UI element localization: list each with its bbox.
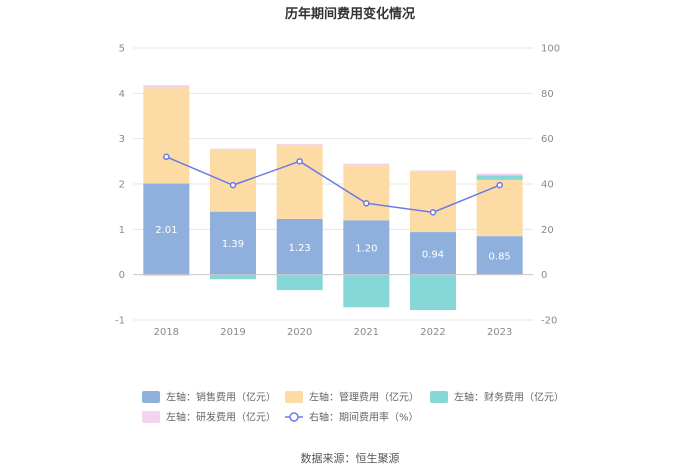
legend-label: 左轴：管理费用（亿元） [309, 391, 419, 404]
left-tick-label: 2 [119, 180, 125, 191]
left-tick-label: 1 [119, 225, 125, 236]
bar-segment [343, 220, 390, 275]
bar-segment [143, 85, 190, 87]
right-tick-label: 0 [541, 270, 547, 281]
bar-segment [476, 236, 523, 275]
bar-value-label: 0.85 [489, 251, 511, 262]
bar-segment [343, 163, 390, 165]
right-tick-label: 100 [541, 44, 560, 55]
x-tick-label: 2023 [487, 327, 512, 338]
bar-segment [410, 232, 456, 275]
bar-segment [410, 170, 456, 172]
right-tick-label: 60 [541, 134, 554, 145]
x-tick-label: 2021 [354, 327, 379, 338]
left-tick-label: 3 [119, 134, 125, 145]
line-path [166, 156, 500, 214]
bar-value-label: 1.23 [289, 243, 311, 254]
line-point [296, 158, 303, 165]
line-point [229, 181, 237, 189]
bar-segment [343, 274, 390, 308]
bar-value-label: 0.94 [422, 249, 444, 260]
legend-swatch [430, 391, 448, 403]
x-tick-label: 2018 [154, 327, 179, 338]
grid [133, 47, 533, 321]
right-tick-label: 80 [541, 89, 554, 100]
x-tick-label: 2020 [287, 327, 312, 338]
chart-title: 历年期间费用变化情况 [285, 6, 415, 22]
legend-line-marker [289, 412, 299, 422]
left-tick-label: 4 [119, 89, 125, 100]
bar-segment [476, 179, 523, 237]
bar-segment [276, 144, 323, 146]
bar-segment [210, 211, 256, 275]
legend-swatch [142, 391, 160, 403]
line-point [429, 209, 437, 216]
source-note: 数据来源：恒生聚源 [301, 451, 400, 465]
bars [143, 85, 523, 311]
line-point [363, 200, 370, 207]
right-axis: -20 0 20 40 60 80 100 [541, 44, 560, 327]
x-tick-label: 2019 [220, 327, 245, 338]
bar-labels: 2.01 1.39 1.23 1.20 0.94 0.85 [155, 225, 511, 262]
bar-segment [210, 148, 256, 150]
bar-segment [143, 86, 190, 184]
bar-value-label: 1.20 [355, 243, 377, 254]
right-tick-label: 20 [541, 225, 554, 236]
line-series [163, 153, 503, 216]
left-axis: -1 0 1 2 3 4 5 [115, 44, 125, 327]
x-axis: 2018 2019 2020 2021 2022 2023 [154, 327, 513, 338]
legend-label: 左轴：研发费用（亿元） [166, 411, 276, 424]
legend-label: 右轴：期间费用率（%） [309, 411, 419, 424]
bar-value-label: 1.39 [222, 239, 244, 250]
bar-segment [210, 274, 256, 280]
bar-segment [276, 145, 323, 219]
x-tick-label: 2022 [420, 327, 445, 338]
right-tick-label: -20 [541, 316, 557, 327]
line-point [496, 181, 503, 189]
right-tick-label: 40 [541, 180, 554, 191]
bar-segment [410, 274, 456, 311]
legend-label: 左轴：销售费用（亿元） [166, 391, 276, 404]
bar-segment [143, 183, 190, 275]
line-point [163, 153, 170, 161]
bar-segment [476, 175, 523, 180]
legend-swatch [285, 391, 303, 403]
bar-segment [210, 150, 256, 212]
left-tick-label: -1 [115, 316, 125, 327]
legend: 左轴：销售费用（亿元） 左轴：管理费用（亿元） 左轴：财务费用（亿元） 左轴：研发费用… [142, 391, 564, 424]
legend-swatch [142, 411, 160, 423]
legend-label: 左轴：财务费用（亿元） [454, 391, 564, 404]
bar-segment [476, 173, 523, 176]
bar-value-label: 2.01 [155, 225, 177, 236]
bar-segment [276, 274, 323, 291]
bar-segment [276, 218, 323, 275]
left-tick-label: 5 [119, 44, 125, 55]
left-tick-label: 0 [119, 270, 125, 281]
bar-segment [343, 164, 390, 221]
bar-segment [410, 171, 456, 233]
